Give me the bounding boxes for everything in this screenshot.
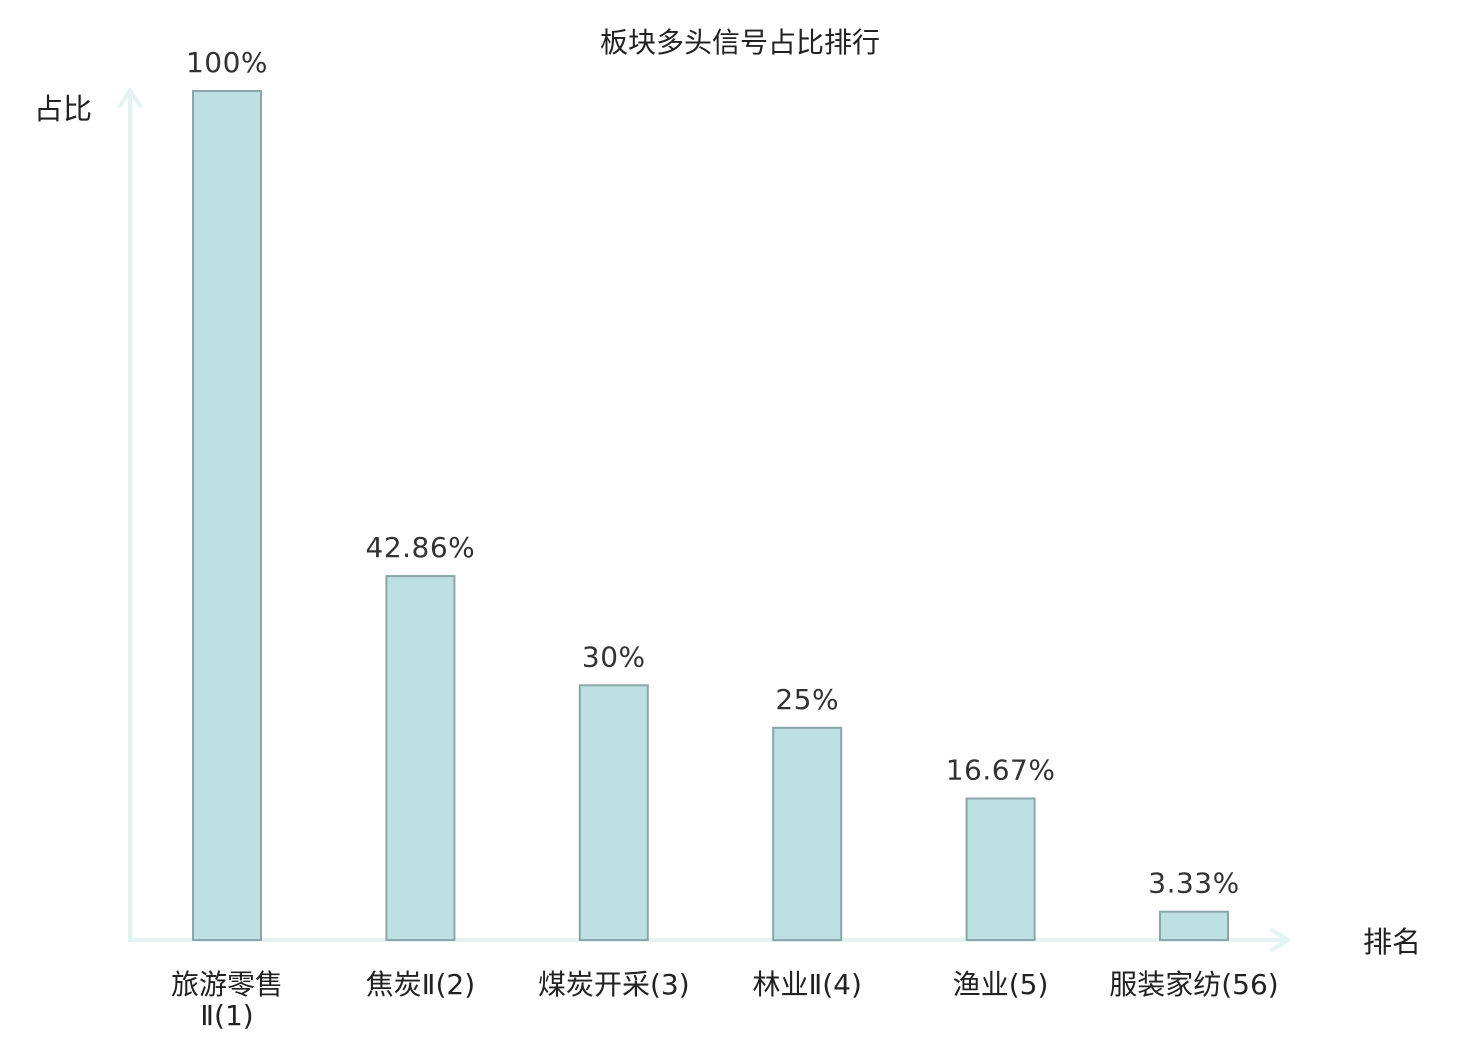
category-label: 渔业(5): [953, 968, 1049, 1001]
bar: [578, 684, 649, 941]
category-label: 煤炭开采(3): [538, 968, 690, 1001]
category-label: 焦炭Ⅱ(2): [366, 968, 475, 1001]
category-labels-group: 旅游零售 Ⅱ(1) 焦炭Ⅱ(2) 煤炭开采(3) 林业Ⅱ(4) 渔业(5) 服装家纺(56): [171, 968, 1279, 1032]
bar: [1159, 910, 1229, 942]
value-labels-group: 100% 42.86% 30% 25% 16.67% 3.33%: [186, 46, 1239, 900]
bar-value-label: 42.86%: [366, 531, 476, 564]
category-label: 旅游零售 Ⅱ(1): [171, 968, 283, 1032]
category-label: 林业Ⅱ(4): [752, 968, 861, 1001]
bar-value-label: 25%: [775, 683, 839, 716]
chart-title: 板块多头信号占比排行: [600, 26, 880, 59]
bars-group: [192, 90, 1229, 942]
bar: [772, 726, 843, 942]
bar-value-label: 16.67%: [946, 754, 1056, 787]
x-axis-label: 排名: [1363, 925, 1421, 959]
bar: [192, 90, 262, 941]
bar: [965, 797, 1036, 941]
bar-value-label: 3.33%: [1148, 867, 1239, 900]
y-axis-label: 占比: [34, 92, 92, 126]
bar-value-label: 100%: [186, 46, 268, 79]
bar: [385, 575, 456, 941]
bar-value-label: 30%: [582, 640, 646, 673]
category-label: 服装家纺(56): [1109, 968, 1278, 1001]
x-axis-arrowhead: [1270, 928, 1290, 952]
